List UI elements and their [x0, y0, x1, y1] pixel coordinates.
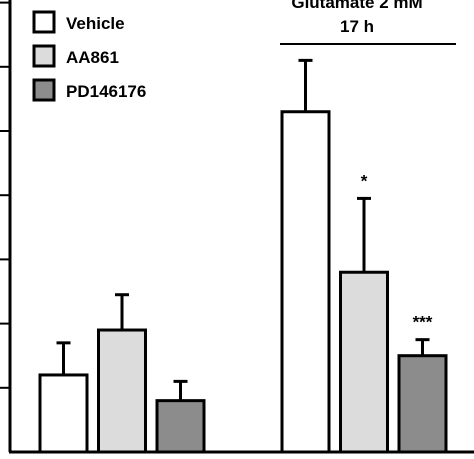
- bar: [155, 399, 206, 454]
- bars: ****: [38, 58, 448, 454]
- bar: [397, 354, 448, 454]
- legend-swatch: [32, 78, 56, 102]
- legend-swatch: [32, 44, 56, 68]
- legend-label: PD146176: [66, 82, 146, 101]
- group-header-line1: Glutamate 2 mM: [291, 0, 422, 12]
- legend: Vehicle AA861 PD146176: [32, 10, 146, 102]
- bar: [339, 270, 389, 454]
- legend-label: Vehicle: [66, 14, 125, 33]
- legend-swatch: [32, 10, 56, 34]
- bar: [97, 328, 147, 454]
- group-header: Glutamate 2 mM 17 h: [280, 0, 456, 45]
- bar: [38, 373, 89, 454]
- group-header-line2: 17 h: [340, 17, 374, 36]
- bar: [280, 110, 331, 454]
- significance-label: *: [361, 171, 368, 190]
- legend-label: AA861: [66, 48, 119, 67]
- significance-label: ***: [413, 313, 433, 332]
